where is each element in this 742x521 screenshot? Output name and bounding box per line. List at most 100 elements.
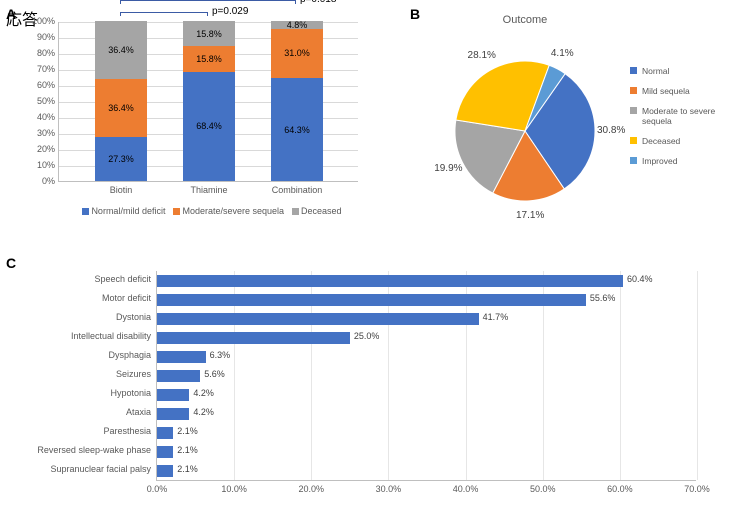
pie-svg bbox=[440, 46, 610, 216]
legend-label: Normal bbox=[642, 66, 669, 76]
bar-value-label: 55.6% bbox=[590, 293, 616, 303]
bar-segment-label: 15.8% bbox=[183, 29, 235, 39]
bar-value-label: 4.2% bbox=[193, 407, 214, 417]
pie-slice-label: 28.1% bbox=[468, 50, 496, 61]
pie-slice-label: 17.1% bbox=[516, 210, 544, 221]
bar-category-label: Ataxia bbox=[126, 407, 151, 417]
horizontal-bar: 4.2% bbox=[157, 389, 189, 401]
x-tick: 40.0% bbox=[453, 484, 479, 494]
x-tick: 0.0% bbox=[147, 484, 168, 494]
panel-c-horizontal-bar: C 0.0%10.0%20.0%30.0%40.0%50.0%60.0%70.0… bbox=[6, 255, 732, 513]
bar-segment-label: 31.0% bbox=[271, 48, 323, 58]
bar-segment-label: 68.4% bbox=[183, 121, 235, 131]
y-tick: 80% bbox=[37, 48, 55, 58]
stacked-bar: 64.3% 31.0% 4.8% bbox=[271, 21, 323, 181]
x-category-label: Combination bbox=[262, 185, 332, 195]
legend-swatch bbox=[630, 87, 637, 94]
bar-category-label: Seizures bbox=[116, 369, 151, 379]
bar-value-label: 2.1% bbox=[177, 464, 198, 474]
bar-value-label: 4.2% bbox=[193, 388, 214, 398]
pie-slice-label: 30.8% bbox=[597, 125, 625, 136]
horizontal-bar: 55.6% bbox=[157, 294, 586, 306]
panel-b-legend: Normal Mild sequela Moderate to severe seq… bbox=[630, 66, 736, 176]
panel-a-stacked-bar: A 0%10%20%30%40%50%60%70%80%90%100%27.3%… bbox=[6, 6, 406, 246]
bar-segment-label: 36.4% bbox=[95, 45, 147, 55]
horizontal-bar: 2.1% bbox=[157, 465, 173, 477]
bar-value-label: 5.6% bbox=[204, 369, 225, 379]
horizontal-bar: 25.0% bbox=[157, 332, 350, 344]
y-tick: 10% bbox=[37, 160, 55, 170]
bar-value-label: 2.1% bbox=[177, 426, 198, 436]
bar-value-label: 25.0% bbox=[354, 331, 380, 341]
legend-row: Moderate to severe sequela bbox=[630, 106, 736, 126]
comparison-bracket bbox=[120, 12, 208, 16]
horizontal-bar: 2.1% bbox=[157, 427, 173, 439]
bar-category-label: Hypotonia bbox=[110, 388, 151, 398]
gridline bbox=[620, 271, 621, 480]
pie-slice-label: 19.9% bbox=[434, 163, 462, 174]
x-tick: 50.0% bbox=[530, 484, 556, 494]
horizontal-bar: 5.6% bbox=[157, 370, 200, 382]
legend-swatch bbox=[292, 208, 299, 215]
legend-swatch bbox=[82, 208, 89, 215]
stacked-bar: 68.4% 15.8% 15.8% bbox=[183, 21, 235, 181]
legend-row: Mild sequela bbox=[630, 86, 736, 96]
panel-c-label: C bbox=[6, 255, 16, 271]
legend-swatch bbox=[630, 157, 637, 164]
comparison-bracket bbox=[120, 0, 296, 4]
gridline bbox=[697, 271, 698, 480]
legend-label: Moderate to severe sequela bbox=[642, 106, 736, 126]
legend-row: Normal bbox=[630, 66, 736, 76]
x-category-label: Biotin bbox=[86, 185, 156, 195]
bar-segment-label: 15.8% bbox=[183, 54, 235, 64]
legend-row: Deceased bbox=[630, 136, 736, 146]
bar-segment-label: 4.8% bbox=[271, 20, 323, 30]
bar-segment-label: 64.3% bbox=[271, 125, 323, 135]
legend-swatch bbox=[630, 137, 637, 144]
p-value-label: p=0.029 bbox=[212, 6, 248, 17]
bar-category-label: Intellectual disability bbox=[71, 331, 151, 341]
x-category-label: Thiamine bbox=[174, 185, 244, 195]
x-tick: 70.0% bbox=[684, 484, 710, 494]
legend-label: Normal/mild deficit bbox=[91, 206, 165, 216]
legend-label: Deceased bbox=[642, 136, 680, 146]
x-tick: 20.0% bbox=[299, 484, 325, 494]
bar-segment-label: 36.4% bbox=[95, 103, 147, 113]
p-value-label: p=0.018 bbox=[300, 0, 336, 5]
bar-value-label: 41.7% bbox=[483, 312, 509, 322]
panel-b-pie: B Outcome NormalMild sequelaModerate to … bbox=[410, 6, 736, 246]
y-tick: 30% bbox=[37, 128, 55, 138]
bar-value-label: 2.1% bbox=[177, 445, 198, 455]
bar-segment-label: 27.3% bbox=[95, 154, 147, 164]
horizontal-bar: 2.1% bbox=[157, 446, 173, 458]
bar-value-label: 6.3% bbox=[210, 350, 231, 360]
x-tick: 60.0% bbox=[607, 484, 633, 494]
horizontal-bar: 6.3% bbox=[157, 351, 206, 363]
panel-a-legend: Normal/mild deficit Moderate/severe seque… bbox=[58, 206, 358, 216]
legend-label: Mild sequela bbox=[642, 86, 690, 96]
y-tick: 40% bbox=[37, 112, 55, 122]
y-tick: 20% bbox=[37, 144, 55, 154]
legend-label: Moderate/severe sequela bbox=[182, 206, 284, 216]
bar-category-label: Reversed sleep-wake phase bbox=[37, 445, 151, 455]
y-tick: 90% bbox=[37, 32, 55, 42]
y-tick: 100% bbox=[32, 16, 55, 26]
legend-label: Deceased bbox=[301, 206, 342, 216]
horizontal-bar: 4.2% bbox=[157, 408, 189, 420]
legend-swatch bbox=[173, 208, 180, 215]
legend-swatch bbox=[630, 107, 637, 114]
y-tick: 0% bbox=[42, 176, 55, 186]
stacked-bar: 27.3% 36.4% 36.4% bbox=[95, 21, 147, 181]
y-tick: 50% bbox=[37, 96, 55, 106]
bar-value-label: 60.4% bbox=[627, 274, 653, 284]
bar-category-label: Dysphagia bbox=[108, 350, 151, 360]
bar-category-label: Supranuclear facial palsy bbox=[50, 464, 151, 474]
bar-category-label: Motor deficit bbox=[102, 293, 151, 303]
panel-a-label: A bbox=[6, 6, 16, 22]
x-tick: 30.0% bbox=[376, 484, 402, 494]
horizontal-bar: 60.4% bbox=[157, 275, 623, 287]
legend-label: Improved bbox=[642, 156, 677, 166]
legend-swatch bbox=[630, 67, 637, 74]
panel-a-plot: 0%10%20%30%40%50%60%70%80%90%100%27.3%36… bbox=[58, 22, 358, 182]
panel-b-title: Outcome bbox=[410, 14, 640, 26]
